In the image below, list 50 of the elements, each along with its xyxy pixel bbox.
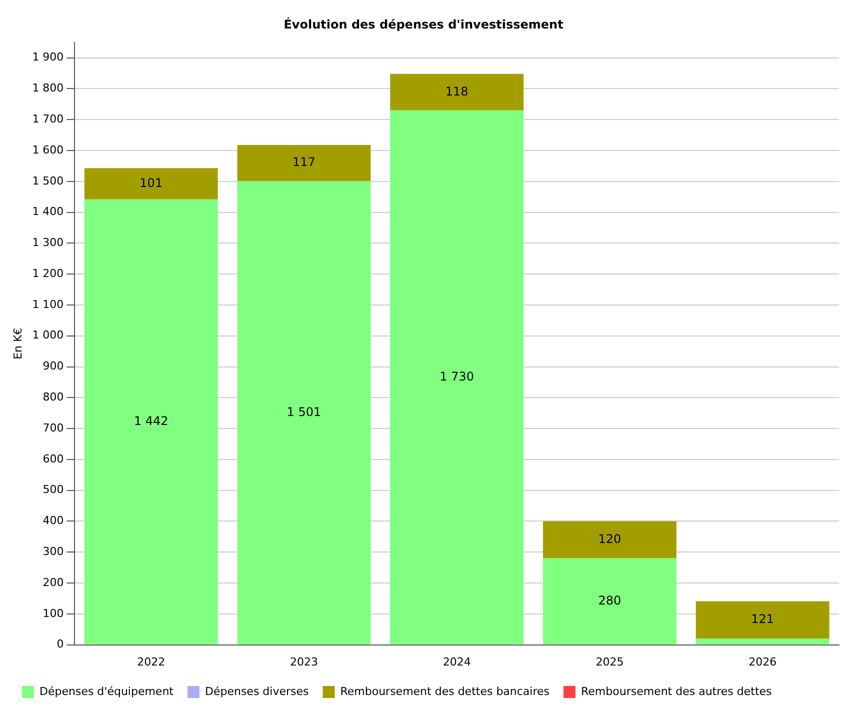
y-tick-label: 1 900	[32, 50, 64, 64]
y-tick-label: 1 200	[32, 266, 64, 280]
y-tick-label: 0	[56, 638, 64, 651]
legend-label: Dépenses d'équipement	[40, 684, 174, 698]
data-label: 118	[445, 84, 468, 98]
data-label: 280	[598, 593, 622, 608]
legend-label: Remboursement des autres dettes	[581, 684, 772, 698]
y-tick-label: 1 700	[32, 112, 64, 126]
bar	[542, 558, 676, 644]
x-tick-label: 2024	[442, 655, 471, 668]
y-tick-label: 1 300	[32, 236, 64, 250]
y-tick-label: 600	[42, 452, 64, 466]
y-tick-label: 700	[42, 421, 64, 434]
bar	[84, 199, 218, 644]
data-label: 1 442	[134, 414, 168, 428]
x-tick-label: 2025	[596, 655, 624, 668]
data-label: 101	[140, 176, 163, 190]
bar	[390, 74, 524, 110]
bar	[237, 144, 371, 182]
data-label: 1 730	[440, 369, 474, 384]
y-tick-label: 900	[42, 360, 64, 373]
y-tick-label: 1 600	[32, 143, 64, 156]
bar	[390, 110, 524, 644]
data-label: 121	[751, 612, 774, 626]
x-tick-label: 2023	[290, 655, 318, 668]
bar	[237, 181, 371, 644]
x-tick-label: 2022	[137, 655, 166, 668]
y-tick-label: 400	[42, 514, 64, 528]
bar	[696, 638, 830, 644]
y-tick-label: 100	[42, 606, 64, 620]
chart-title: Évolution des dépenses d'investissement	[284, 16, 564, 32]
y-tick-label: 800	[42, 390, 64, 404]
y-tick-label: 1 400	[32, 205, 64, 218]
legend-label: Remboursement des dettes bancaires	[340, 684, 550, 698]
data-label: 117	[292, 155, 316, 170]
y-tick-label: 300	[42, 544, 64, 558]
y-tick-label: 1 100	[32, 298, 64, 311]
y-axis-title: En K€	[11, 328, 24, 360]
data-label: 1 501	[286, 404, 322, 419]
bar	[542, 521, 676, 558]
y-tick-label: 200	[42, 576, 64, 589]
y-tick-label: 500	[42, 483, 64, 496]
data-label: 120	[598, 532, 622, 546]
bar	[696, 601, 830, 639]
y-tick-label: 1 000	[32, 328, 64, 342]
y-tick-label: 1 800	[32, 82, 64, 95]
x-tick-label: 2026	[748, 655, 777, 668]
legend-label: Dépenses diverses	[204, 684, 310, 698]
y-tick-label: 1 500	[32, 174, 64, 188]
bar	[84, 168, 218, 200]
